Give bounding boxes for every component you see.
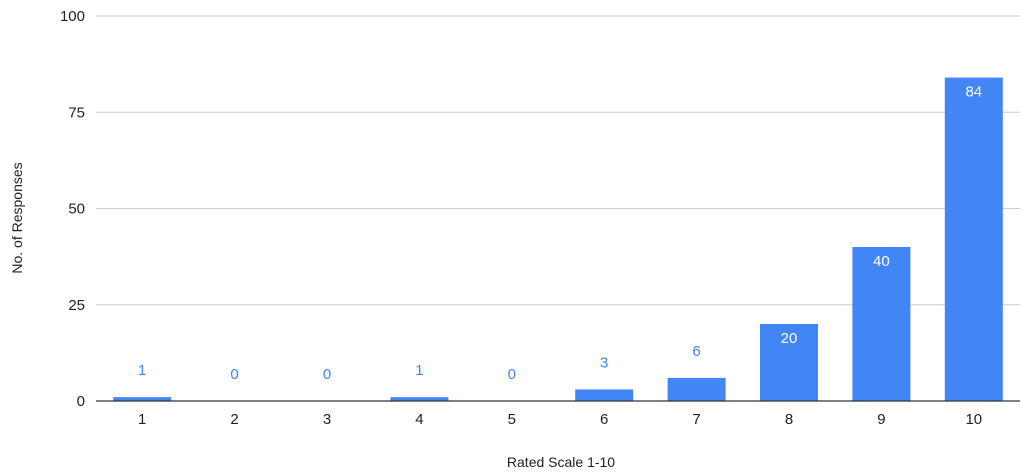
data-label: 0 <box>323 366 331 383</box>
data-label: 20 <box>781 330 798 347</box>
data-labels: 1 0 0 1 0 3 6 20 40 84 <box>138 84 982 383</box>
x-tick-label: 7 <box>692 411 700 428</box>
x-tick-label: 2 <box>230 411 238 428</box>
bar <box>852 247 911 401</box>
bar <box>390 397 449 401</box>
x-axis-title: Rated Scale 1-10 <box>507 454 615 470</box>
bar <box>575 389 634 401</box>
x-tick-label: 4 <box>415 411 423 428</box>
bar <box>760 324 818 401</box>
y-tick-label: 0 <box>77 393 85 410</box>
x-tick-label: 5 <box>508 411 516 428</box>
data-label: 1 <box>138 362 146 379</box>
data-label: 3 <box>600 354 608 371</box>
x-tick-label: 6 <box>600 411 608 428</box>
x-tick-label: 3 <box>323 411 331 428</box>
bar <box>113 397 172 401</box>
data-label: 6 <box>692 343 700 360</box>
bar <box>944 77 1003 401</box>
y-tick-label: 75 <box>68 104 85 121</box>
data-label: 0 <box>508 366 516 383</box>
y-tick-label: 25 <box>68 297 85 314</box>
y-tick-label: 50 <box>68 201 85 218</box>
y-tick-label: 100 <box>60 8 85 25</box>
y-axis-title: No. of Responses <box>9 162 25 273</box>
x-axis-ticks: 1 2 3 4 5 6 7 8 9 10 <box>138 411 982 428</box>
y-axis-ticks: 0 25 50 75 100 <box>60 8 85 410</box>
data-label: 84 <box>965 84 982 101</box>
x-tick-label: 10 <box>965 411 982 428</box>
data-label: 40 <box>873 253 890 270</box>
data-label: 1 <box>415 362 423 379</box>
x-tick-label: 9 <box>877 411 885 428</box>
bars <box>113 77 1003 401</box>
bar <box>667 377 726 401</box>
x-tick-label: 1 <box>138 411 146 428</box>
data-label: 0 <box>230 366 238 383</box>
x-tick-label: 8 <box>785 411 793 428</box>
